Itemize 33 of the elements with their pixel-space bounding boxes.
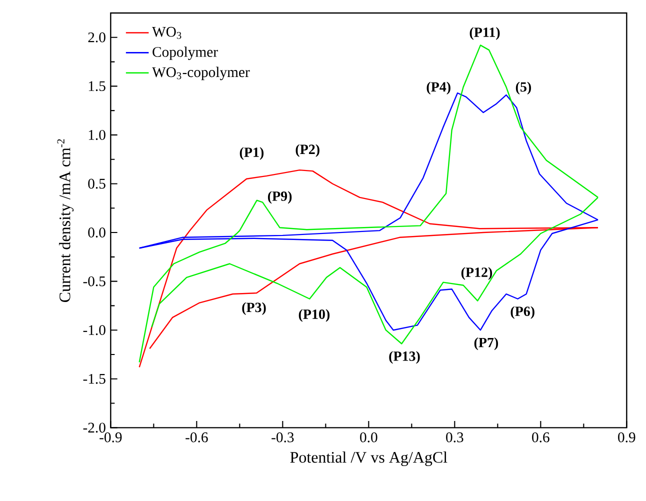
annotation: (P2) xyxy=(296,144,320,157)
x-tick-label: 0.9 xyxy=(618,432,636,442)
x-tick-label: 0.6 xyxy=(532,432,550,442)
x-tick-label: 0.0 xyxy=(360,432,378,442)
y-tick-label: 1.0 xyxy=(88,130,106,140)
legend-label: WO$_{3}$ xyxy=(152,26,182,39)
y-tick-label: 0.0 xyxy=(88,228,106,238)
annotation: (P4) xyxy=(426,82,450,94)
y-tick-label: -1.5 xyxy=(83,374,106,384)
x-tick-label: 0.3 xyxy=(446,432,464,442)
y-tick-label: 1.5 xyxy=(88,81,106,92)
annotation: (P7) xyxy=(474,337,498,350)
annotation: (P13) xyxy=(389,351,420,364)
annotation: (P9) xyxy=(268,191,292,204)
x-axis-title: Potential /V vs Ag/AgCl xyxy=(290,451,448,466)
annotation: (P12) xyxy=(461,267,492,280)
x-tick-label: -0.6 xyxy=(186,432,208,442)
annotation: (P6) xyxy=(510,306,534,319)
y-tick-label: -2.0 xyxy=(83,422,106,433)
y-tick-label: 0.5 xyxy=(88,178,106,189)
annotation: (5) xyxy=(516,82,531,94)
y-tick-label: 2.0 xyxy=(88,32,106,42)
y-tick-label: -1.0 xyxy=(83,325,106,336)
legend-label: Copolymer xyxy=(152,46,218,60)
legend-label: WO$_{3}$-copolymer xyxy=(152,66,250,80)
x-tick-label: -0.9 xyxy=(100,432,122,442)
y-axis-title: Current density /mA cm$^{-2}$ xyxy=(57,139,74,302)
x-tick-label: -0.3 xyxy=(272,432,294,442)
annotation: (P3) xyxy=(242,302,266,315)
y-tick-label: -0.5 xyxy=(83,276,106,286)
annotation: (P10) xyxy=(298,309,330,322)
annotation: (P1) xyxy=(240,147,264,160)
annotation: (P11) xyxy=(470,27,500,40)
